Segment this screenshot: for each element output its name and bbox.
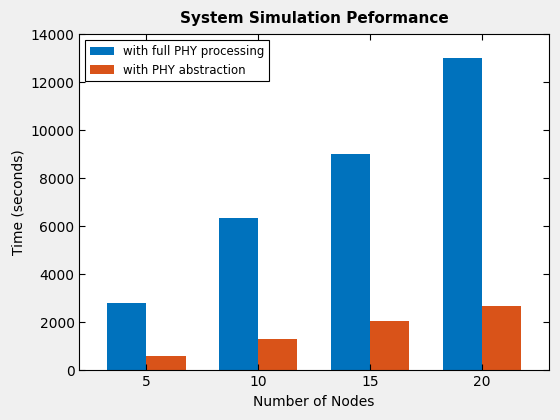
Title: System Simulation Peformance: System Simulation Peformance [180, 11, 449, 26]
Bar [482, 306, 521, 370]
Bar [147, 356, 185, 370]
Y-axis label: Time (seconds): Time (seconds) [11, 150, 25, 255]
Bar [331, 154, 370, 370]
Bar [219, 218, 258, 370]
Bar [443, 58, 482, 370]
Bar [370, 321, 409, 370]
Bar [108, 303, 147, 370]
Legend: with full PHY processing, with PHY abstraction: with full PHY processing, with PHY abstr… [85, 40, 269, 81]
X-axis label: Number of Nodes: Number of Nodes [254, 395, 375, 409]
Bar [258, 339, 297, 370]
